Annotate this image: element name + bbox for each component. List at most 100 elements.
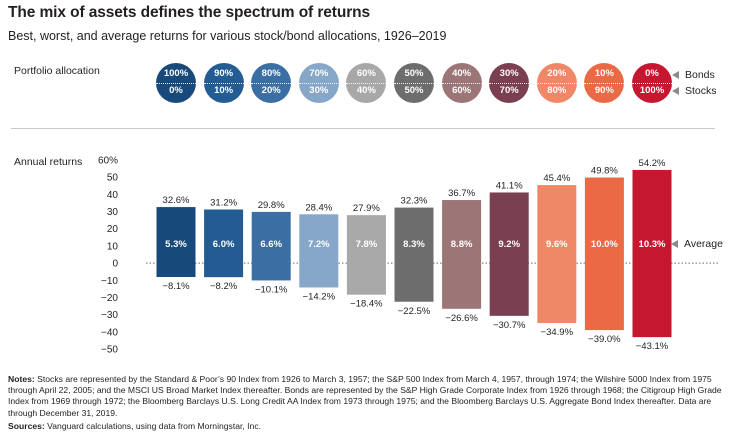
y-tick-label: 40	[107, 190, 119, 201]
bar	[584, 177, 624, 331]
allocation-circle: 10% 90%	[584, 63, 625, 103]
y-tick-label: −20	[101, 293, 118, 304]
average-value-label: 6.6%	[260, 239, 282, 250]
legend-bonds-label: Bonds	[685, 69, 715, 81]
bar	[442, 200, 482, 309]
average-value-label: 6.0%	[213, 239, 235, 250]
stocks-percent: 70%	[499, 85, 519, 96]
bar	[251, 211, 291, 281]
circle-divider	[489, 83, 530, 84]
stocks-percent: 60%	[452, 85, 472, 96]
bar	[489, 192, 529, 316]
worst-value-label: −18.4%	[350, 299, 383, 310]
bonds-percent: 100%	[163, 68, 189, 79]
bar	[204, 209, 244, 278]
bar	[394, 207, 434, 302]
bonds-percent: 70%	[309, 68, 329, 79]
best-value-label: 45.4%	[543, 173, 570, 184]
allocation-circle: 80% 20%	[251, 63, 292, 103]
notes: Notes: Stocks are represented by the Sta…	[8, 374, 733, 419]
circle-divider	[156, 83, 196, 84]
average-value-label: 10.0%	[591, 239, 618, 250]
worst-value-label: −34.9%	[541, 327, 574, 338]
average-value-label: 7.2%	[308, 239, 330, 250]
divider	[11, 128, 715, 129]
bar	[156, 207, 196, 278]
circle-divider	[441, 83, 482, 84]
y-tick-label: 50	[107, 173, 119, 184]
allocation-circle: 0% 100%	[632, 63, 672, 103]
legend-stocks-label: Stocks	[685, 85, 717, 97]
y-tick-label: −30	[101, 310, 118, 321]
pointer-icon	[672, 87, 679, 95]
worst-value-label: −30.7%	[493, 320, 526, 331]
circle-divider	[203, 83, 244, 84]
bonds-percent: 40%	[452, 68, 472, 79]
allocation-circle: 20% 80%	[536, 63, 577, 103]
y-tick-label: 30	[107, 207, 119, 218]
returns-label: Annual returns	[14, 156, 83, 168]
bar	[537, 185, 577, 324]
best-value-label: 54.2%	[639, 158, 666, 169]
y-tick-label: 10	[107, 241, 119, 252]
legend-bonds: Bonds	[672, 69, 715, 81]
notes-label: Notes:	[8, 374, 35, 384]
average-value-label: 10.3%	[639, 239, 666, 250]
average-value-label: 8.8%	[451, 239, 473, 250]
best-value-label: 41.1%	[496, 180, 523, 191]
bonds-percent: 80%	[261, 68, 281, 79]
worst-value-label: −8.1%	[162, 281, 190, 292]
best-value-label: 36.7%	[448, 188, 475, 199]
best-value-label: 31.2%	[210, 197, 237, 208]
average-value-label: 8.3%	[403, 239, 425, 250]
notes-text: Stocks are represented by the Standard &…	[8, 374, 722, 418]
average-value-label: 9.2%	[498, 239, 520, 250]
stocks-percent: 0%	[169, 85, 183, 96]
circle-divider	[584, 83, 625, 84]
stocks-percent: 10%	[214, 85, 234, 96]
y-tick-label: 0	[112, 259, 118, 270]
sources: Sources: Vanguard calculations, using da…	[8, 421, 261, 431]
best-value-label: 32.3%	[401, 196, 428, 207]
pointer-icon	[671, 240, 678, 248]
worst-value-label: −10.1%	[255, 284, 288, 295]
y-tick-label: −50	[101, 345, 118, 356]
circle-divider	[251, 83, 292, 84]
y-tick-label: −40	[101, 327, 118, 338]
stocks-percent: 80%	[547, 85, 567, 96]
allocation-circle: 90% 10%	[203, 63, 244, 103]
allocation-circle: 100% 0%	[156, 63, 196, 103]
allocation-label: Portfolio allocation	[14, 65, 100, 77]
sources-text: Vanguard calculations, using data from M…	[44, 421, 262, 431]
bonds-percent: 50%	[404, 68, 424, 79]
pointer-icon	[672, 71, 679, 79]
y-tick-label: 60%	[98, 156, 118, 167]
bar	[346, 215, 386, 295]
bonds-percent: 30%	[499, 68, 519, 79]
legend-stocks: Stocks	[672, 85, 717, 97]
stocks-percent: 40%	[356, 85, 376, 96]
worst-value-label: −14.2%	[303, 291, 336, 302]
bonds-percent: 20%	[547, 68, 567, 79]
allocation-circle: 30% 70%	[489, 63, 530, 103]
circle-divider	[394, 83, 434, 84]
worst-value-label: −8.2%	[210, 281, 238, 292]
chart-subtitle: Best, worst, and average returns for var…	[8, 29, 447, 43]
best-value-label: 29.8%	[258, 200, 285, 211]
bonds-percent: 90%	[214, 68, 234, 79]
worst-value-label: −26.6%	[445, 313, 478, 324]
stocks-percent: 90%	[594, 85, 614, 96]
stocks-percent: 20%	[261, 85, 281, 96]
bar	[632, 169, 672, 338]
returns-chart: 60% 50 40 30 20 10 0 −10 −20 −30 −40 −50 32.6% −8.1% 5…	[98, 156, 718, 356]
allocation-circle: 50% 50%	[394, 63, 434, 103]
bonds-percent: 60%	[356, 68, 376, 79]
stocks-percent: 100%	[639, 85, 665, 96]
allocation-circle: 70% 30%	[298, 63, 339, 103]
bonds-percent: 10%	[594, 68, 614, 79]
best-value-label: 27.9%	[353, 203, 380, 214]
circle-divider	[346, 83, 387, 84]
bonds-percent: 0%	[645, 68, 659, 79]
y-tick-label: −10	[101, 276, 118, 287]
worst-value-label: −22.5%	[398, 306, 431, 317]
